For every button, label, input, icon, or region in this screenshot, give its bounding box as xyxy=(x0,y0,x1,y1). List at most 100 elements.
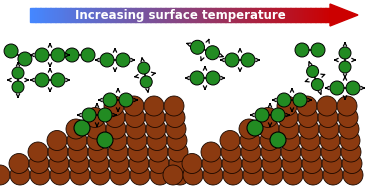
Circle shape xyxy=(51,48,65,62)
Circle shape xyxy=(311,78,324,91)
Circle shape xyxy=(29,153,49,174)
Circle shape xyxy=(307,65,319,77)
Circle shape xyxy=(125,108,145,127)
Circle shape xyxy=(270,132,286,148)
Circle shape xyxy=(0,165,10,185)
Circle shape xyxy=(100,53,114,67)
Bar xyxy=(180,8,183,22)
Circle shape xyxy=(242,153,262,174)
Bar xyxy=(270,8,273,22)
Bar xyxy=(235,8,238,22)
Circle shape xyxy=(109,153,129,174)
Circle shape xyxy=(124,96,144,116)
Bar xyxy=(230,8,233,22)
Circle shape xyxy=(163,165,183,185)
Circle shape xyxy=(220,131,240,150)
Bar xyxy=(295,8,298,22)
Bar xyxy=(248,8,251,22)
Circle shape xyxy=(260,131,280,150)
Circle shape xyxy=(82,108,96,122)
Circle shape xyxy=(103,93,117,107)
Circle shape xyxy=(107,131,127,150)
Bar xyxy=(277,8,280,22)
Bar xyxy=(297,8,301,22)
Bar xyxy=(275,8,278,22)
Bar xyxy=(325,8,328,22)
Circle shape xyxy=(167,131,187,150)
Bar xyxy=(183,8,186,22)
Bar xyxy=(320,8,323,22)
Bar xyxy=(80,8,83,22)
Circle shape xyxy=(279,119,299,139)
Bar xyxy=(90,8,93,22)
Circle shape xyxy=(68,142,88,162)
Bar xyxy=(257,8,260,22)
Bar xyxy=(260,8,263,22)
Bar xyxy=(160,8,163,22)
Circle shape xyxy=(104,96,124,116)
Circle shape xyxy=(66,119,86,139)
Circle shape xyxy=(90,165,110,185)
Circle shape xyxy=(225,53,239,67)
Circle shape xyxy=(81,48,95,62)
Bar xyxy=(57,8,60,22)
Text: Increasing surface temperature: Increasing surface temperature xyxy=(74,9,285,22)
Bar xyxy=(315,8,318,22)
Bar xyxy=(55,8,58,22)
Circle shape xyxy=(262,153,282,174)
Circle shape xyxy=(18,52,32,66)
Bar xyxy=(240,8,243,22)
Bar xyxy=(85,8,88,22)
Circle shape xyxy=(110,165,130,185)
Circle shape xyxy=(203,165,223,185)
Circle shape xyxy=(295,43,309,57)
Bar xyxy=(212,8,215,22)
Bar xyxy=(187,8,191,22)
Bar xyxy=(50,8,53,22)
Bar xyxy=(122,8,125,22)
Circle shape xyxy=(74,120,90,136)
Circle shape xyxy=(146,119,166,139)
Circle shape xyxy=(206,71,220,85)
Circle shape xyxy=(318,108,338,127)
Circle shape xyxy=(164,96,184,116)
Circle shape xyxy=(150,165,170,185)
Bar xyxy=(40,8,43,22)
Bar xyxy=(60,8,63,22)
Bar xyxy=(200,8,203,22)
Circle shape xyxy=(48,142,68,162)
Circle shape xyxy=(129,153,149,174)
Bar xyxy=(300,8,303,22)
Circle shape xyxy=(303,165,323,185)
Bar xyxy=(30,8,33,22)
Bar xyxy=(322,8,325,22)
Circle shape xyxy=(105,108,125,127)
Circle shape xyxy=(337,96,357,116)
Circle shape xyxy=(145,108,165,127)
Circle shape xyxy=(277,96,297,116)
Circle shape xyxy=(223,165,243,185)
Circle shape xyxy=(138,62,150,74)
Circle shape xyxy=(299,119,319,139)
Circle shape xyxy=(47,131,67,150)
Bar xyxy=(232,8,235,22)
Circle shape xyxy=(263,165,283,185)
Circle shape xyxy=(182,153,202,174)
Circle shape xyxy=(51,73,65,87)
Bar xyxy=(172,8,175,22)
Bar xyxy=(318,8,321,22)
Circle shape xyxy=(321,142,341,162)
Circle shape xyxy=(206,46,220,60)
Bar xyxy=(143,8,146,22)
Bar xyxy=(327,8,330,22)
Circle shape xyxy=(323,165,343,185)
Bar xyxy=(95,8,98,22)
Bar xyxy=(155,8,158,22)
Circle shape xyxy=(49,153,69,174)
Bar xyxy=(152,8,155,22)
Circle shape xyxy=(165,108,185,127)
Circle shape xyxy=(278,108,298,127)
Bar xyxy=(228,8,231,22)
Bar xyxy=(98,8,101,22)
Circle shape xyxy=(67,131,87,150)
